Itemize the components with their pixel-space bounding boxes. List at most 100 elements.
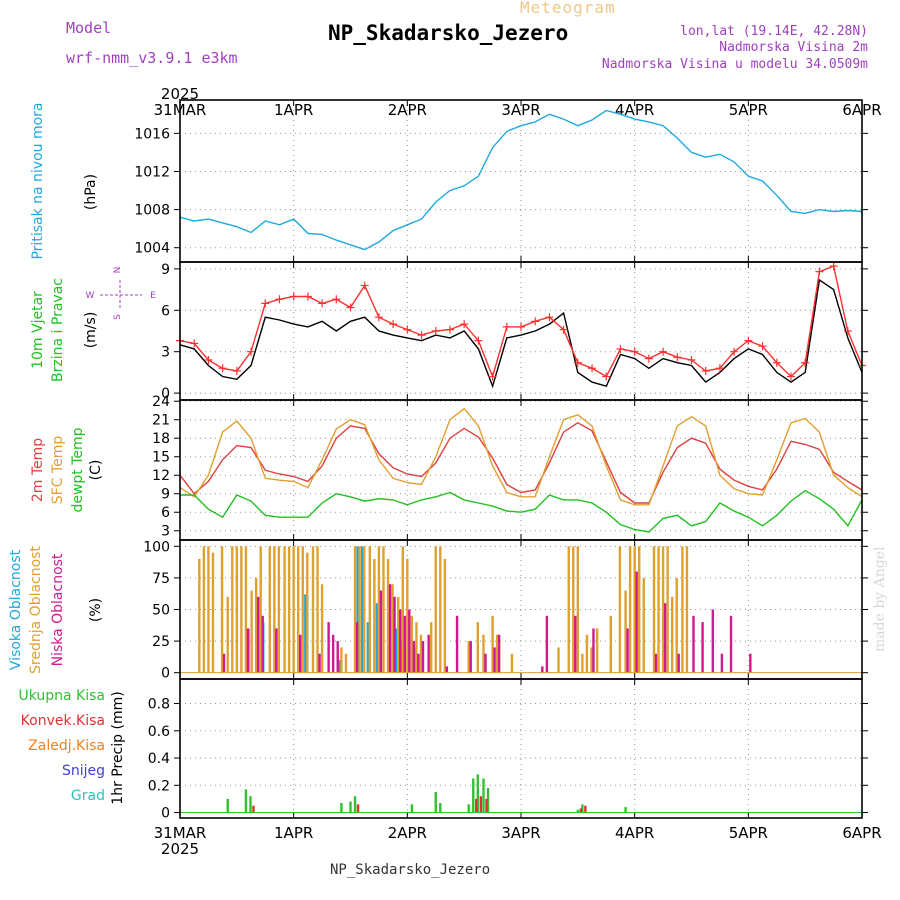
- y-tick-label: 75: [152, 571, 170, 587]
- bar-rain_conv: [252, 805, 255, 813]
- ylabel-dewpt: dewpt Temp: [70, 427, 86, 512]
- bar-cloud_low: [455, 615, 459, 673]
- ylabel-pressure: Pritisak na nivou mora: [30, 102, 46, 259]
- bar-cloud_low: [427, 634, 430, 673]
- gust-marker: [261, 299, 270, 308]
- gust-marker: [403, 325, 412, 334]
- bar-cloud_mid: [434, 546, 437, 673]
- bar-cloud_low: [246, 628, 250, 673]
- bar-cloud_low: [388, 584, 392, 673]
- y-tick-label: 0.2: [148, 778, 170, 794]
- bar-cloud_mid: [661, 546, 665, 673]
- gust-marker: [673, 353, 682, 362]
- bar-cloud_low: [497, 634, 501, 673]
- gust-marker: [275, 295, 284, 304]
- gust-marker: [730, 347, 739, 356]
- ylabel-unit-cloud: (%): [88, 598, 104, 622]
- ylabel-precip-2: Zaledj.Kisa: [28, 738, 105, 754]
- panel-frame-precip: [179, 678, 863, 819]
- bar-cloud_mid: [415, 622, 418, 673]
- compass-cross: [100, 280, 142, 309]
- bar-cloud_low: [493, 647, 496, 673]
- bar-rain_total: [410, 804, 414, 813]
- bar-cloud_mid: [491, 615, 494, 673]
- x-tick-label-bottom: 3APR: [501, 824, 540, 842]
- compass-n: N: [113, 267, 123, 274]
- bar-cloud_low: [355, 622, 359, 673]
- bar-cloud_mid: [358, 546, 361, 673]
- bar-cloud_mid: [273, 546, 276, 673]
- y-tick-label: 9: [161, 262, 170, 278]
- bar-cloud_low: [484, 653, 487, 673]
- bar-cloud_mid: [510, 653, 514, 673]
- bar-rain_total: [244, 789, 248, 813]
- year-label-top: 2025: [161, 85, 199, 103]
- bar-cloud_low: [261, 615, 264, 673]
- station-title: NP_Skadarsko_Jezero: [328, 21, 569, 45]
- bar-cloud_mid: [585, 634, 589, 673]
- bar-rain_conv: [584, 805, 587, 813]
- bar-cloud_mid: [467, 641, 470, 673]
- bar-cloud_mid: [624, 590, 627, 673]
- bar-cloud_mid: [301, 546, 304, 673]
- y-tick-label: 0: [161, 386, 170, 402]
- y-tick-label: 0: [161, 806, 170, 822]
- bar-cloud_mid: [259, 546, 262, 673]
- bar-cloud_mid: [443, 558, 447, 673]
- bar-cloud_mid: [495, 634, 499, 673]
- bar-cloud_low: [327, 622, 330, 673]
- gust-marker: [360, 281, 369, 290]
- bar-cloud_mid: [576, 546, 580, 673]
- gust-marker: [190, 339, 199, 348]
- bar-cloud_low: [399, 609, 402, 673]
- y-tick-label: 0: [161, 666, 170, 682]
- bar-cloud_low: [403, 615, 406, 673]
- gust-marker: [389, 320, 398, 329]
- y-tick-label: 12: [152, 468, 170, 484]
- bar-cloud_low: [677, 653, 680, 673]
- bar-cloud_mid: [368, 546, 372, 673]
- gust-marker: [659, 347, 668, 356]
- y-tick-label: 9: [161, 487, 170, 503]
- gust-marker: [445, 325, 454, 334]
- x-tick-label-bottom: 31MAR: [154, 824, 207, 842]
- gust-marker: [573, 358, 582, 367]
- bar-cloud_mid: [476, 622, 480, 673]
- bar-rain_total: [476, 774, 480, 813]
- line-wind_speed: [179, 278, 863, 389]
- bar-cloud_low: [408, 609, 411, 673]
- bar-rain_total: [249, 796, 252, 813]
- bar-cloud_low: [701, 622, 704, 673]
- bar-rain_total: [439, 803, 442, 813]
- bar-cloud_mid: [254, 577, 258, 673]
- gust-marker: [772, 358, 781, 367]
- bar-cloud_high: [395, 628, 398, 673]
- y-tick-label: 6: [161, 303, 170, 319]
- bar-rain_total: [340, 803, 343, 813]
- gust-marker: [346, 303, 355, 312]
- gust-marker: [417, 331, 426, 340]
- gust-marker: [488, 372, 497, 381]
- bar-cloud_mid: [320, 584, 324, 673]
- gust-marker: [318, 299, 327, 308]
- gust-marker: [247, 347, 256, 356]
- gust-marker: [460, 320, 469, 329]
- line-t2m: [179, 421, 863, 504]
- gust-marker: [715, 364, 724, 373]
- gust-marker: [843, 327, 852, 335]
- bar-cloud_mid: [220, 546, 224, 673]
- gust-marker: [502, 322, 511, 331]
- y-tick-label: 3: [161, 345, 170, 361]
- bar-cloud_mid: [211, 552, 215, 673]
- bar-cloud_high: [360, 546, 364, 673]
- gust-marker: [531, 317, 540, 326]
- bar-cloud_mid: [482, 634, 485, 673]
- gust-marker: [616, 344, 625, 353]
- bar-cloud_mid: [340, 647, 343, 673]
- bar-cloud_mid: [377, 546, 381, 673]
- bar-cloud_mid: [557, 647, 560, 673]
- ylabel-sfc: SFC Temp: [50, 436, 66, 505]
- y-tick-label: 25: [152, 634, 170, 650]
- compass-s: S: [113, 314, 123, 320]
- bar-cloud_high: [356, 546, 359, 673]
